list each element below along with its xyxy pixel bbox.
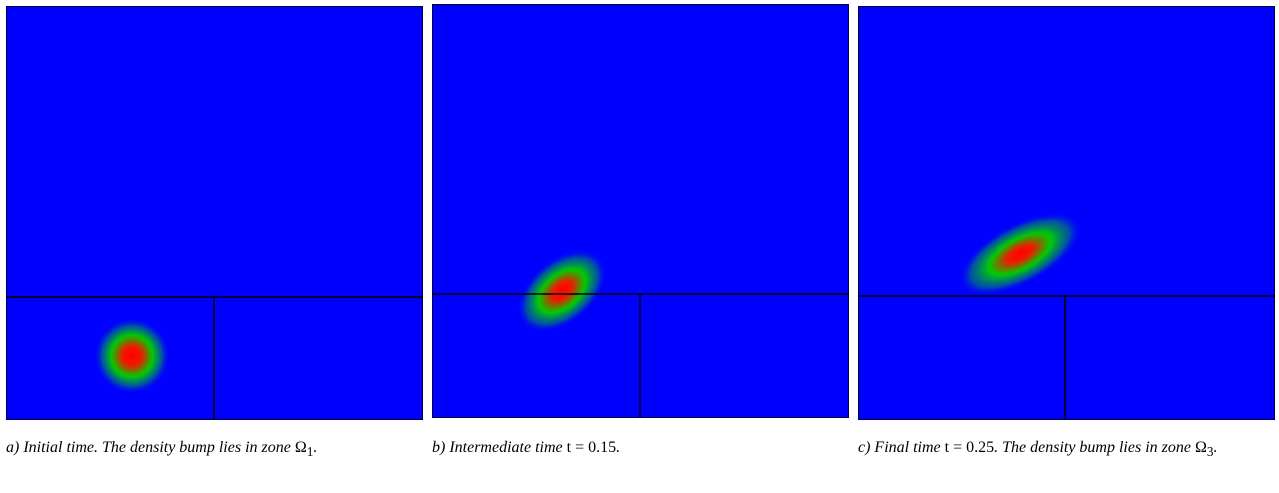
figure-panel-a: [6, 6, 423, 420]
density-plot-a: [6, 6, 423, 420]
density-bump: [94, 318, 170, 394]
caption-a-end: .: [313, 439, 318, 456]
caption-c-zone: Ω3: [1194, 439, 1214, 460]
omega-symbol: Ω: [294, 439, 307, 456]
caption-c-mid: . The density bump lies in zone: [994, 439, 1195, 456]
caption-b-time: t = 0.15: [566, 439, 617, 456]
caption-a-text: a) Initial time. The density bump lies i…: [6, 439, 295, 456]
caption-c: c) Final time t = 0.25. The density bump…: [858, 436, 1276, 464]
caption-b-end: .: [616, 439, 621, 456]
caption-c-text: c) Final time: [858, 439, 945, 456]
caption-a: a) Initial time. The density bump lies i…: [6, 436, 406, 464]
figure-panel-c: [858, 6, 1275, 420]
domain-background: [858, 6, 1275, 420]
zone-index: 1: [306, 444, 314, 460]
omega-symbol: Ω: [1194, 439, 1207, 456]
caption-b-text: b) Intermediate time: [432, 439, 567, 456]
density-bump: [958, 212, 1082, 296]
density-bump: [517, 249, 607, 333]
caption-c-end: .: [1213, 439, 1218, 456]
figure-panel-b: [432, 4, 849, 418]
density-plot-c: [858, 6, 1275, 420]
caption-a-zone: Ω1: [294, 439, 314, 460]
zone-index: 3: [1206, 444, 1214, 460]
caption-b: b) Intermediate time t = 0.15.: [432, 436, 842, 460]
caption-c-time: t = 0.25: [944, 439, 995, 456]
density-plot-b: [432, 4, 849, 418]
